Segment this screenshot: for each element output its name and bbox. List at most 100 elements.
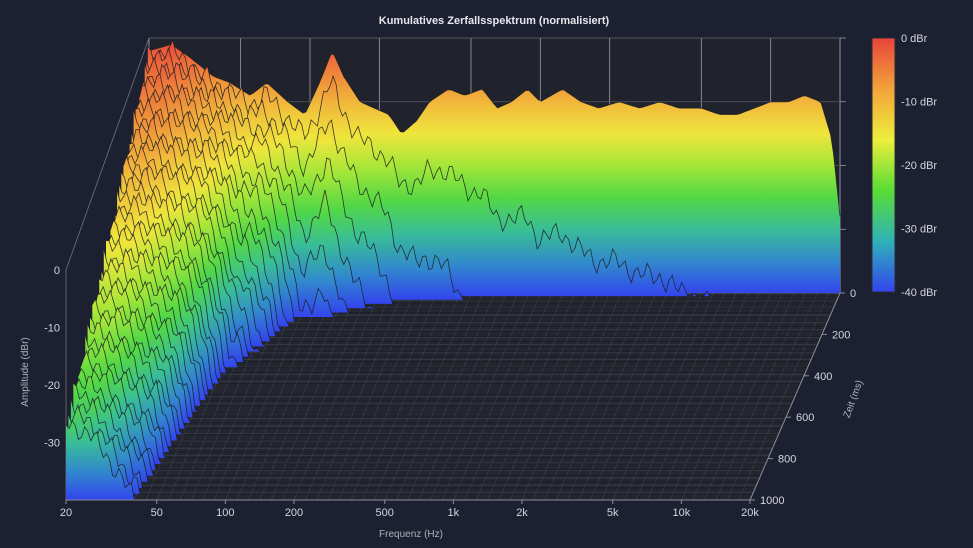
floor-column-line [590, 292, 680, 501]
z-tick-label: 200 [832, 329, 850, 341]
slice-outline [127, 140, 817, 347]
slice-surface [142, 64, 834, 309]
colorbar-tick-label: -20 dBr [901, 160, 937, 172]
floor-column-line [715, 292, 806, 501]
colorbar-tick-label: 0 dBr [901, 33, 928, 45]
slice-surface [73, 383, 758, 482]
floor-column-line [373, 292, 461, 501]
x-tick-label: 1k [448, 507, 460, 519]
z-axis-line [749, 292, 841, 501]
slice-outline [145, 46, 837, 301]
decay-slice [142, 64, 834, 309]
slice-outline [118, 176, 808, 368]
slice-surface [70, 398, 756, 488]
colorbar: 0 dBr -10 dBr -20 dBr -30 dBr -40 dBr [871, 33, 937, 299]
decay-slices [65, 39, 841, 501]
slice-outline [77, 367, 764, 471]
z-tick-label: 1000 [760, 495, 784, 507]
y-axis-label: Amplitude (dBr) [20, 337, 31, 406]
floor-column-line [692, 292, 783, 501]
floor-column-line [225, 292, 311, 501]
floor-column-line [533, 292, 622, 501]
x-tick-label: 20 [60, 507, 72, 519]
floor-column-line [305, 292, 392, 501]
floor-column-line [384, 292, 472, 501]
slice-outline [107, 227, 796, 396]
z-tick-label: 800 [778, 454, 796, 466]
floor-column-line [555, 292, 645, 501]
slice-outline [137, 90, 828, 323]
floor-column-line [282, 292, 369, 501]
slice-outline [101, 257, 789, 412]
floor-column-line [738, 292, 829, 501]
floor-column-line [464, 292, 553, 501]
x-tick-label: 200 [285, 507, 303, 519]
slice-outline [139, 83, 830, 318]
slice-surface [68, 405, 753, 494]
slice-outline [87, 322, 774, 447]
slice-outline [99, 269, 786, 418]
slice-outline [68, 403, 753, 495]
slice-outline [91, 297, 779, 435]
floor-column-line [726, 292, 818, 501]
y-tick-label: -10 [44, 323, 60, 335]
colorbar-tick-label: -30 dBr [901, 224, 937, 236]
floor-column-line [681, 292, 772, 501]
slice-outline [125, 143, 815, 352]
floor-column-line [270, 292, 357, 501]
slice-outline [129, 129, 819, 342]
z-tick-label: 400 [814, 371, 832, 383]
decay-slice [73, 382, 758, 483]
z-axis-label: Zeit (ms) [842, 379, 866, 420]
decay-slice [70, 397, 756, 489]
floor-column-line [544, 292, 634, 501]
floor-column-line [327, 292, 415, 501]
x-tick-label: 50 [151, 507, 163, 519]
floor-column-line [316, 292, 403, 501]
colorbar-tick-label: -10 dBr [901, 97, 937, 109]
floor-column-line [578, 292, 668, 501]
x-tick-label: 500 [376, 507, 394, 519]
slice-outline [84, 334, 771, 453]
slice-outline [70, 397, 756, 489]
x-tick-label: 5k [607, 507, 619, 519]
floor-column-line [396, 292, 484, 501]
slice-outline [89, 312, 776, 441]
decay-slice [68, 403, 753, 495]
floor-column-line [293, 292, 380, 501]
floor-column-line [658, 292, 749, 501]
floor-column-line [510, 292, 599, 501]
floor-column-line [407, 292, 495, 501]
floor-column-line [647, 292, 737, 501]
colorbar-tick-label: -40 dBr [901, 287, 937, 299]
slice-outline [148, 44, 841, 217]
slice-outline [131, 116, 822, 337]
slice-outline [114, 194, 803, 379]
x-tick-label: 100 [216, 507, 234, 519]
floor-column-line [419, 292, 507, 501]
slice-outline [120, 166, 810, 363]
slice-outline [123, 154, 813, 358]
y-tick-label: -20 [44, 380, 60, 392]
floor-column-line [339, 292, 426, 501]
x-tick-label: 10k [672, 507, 690, 519]
slice-outline [116, 189, 806, 374]
y-tick-label: -30 [44, 438, 60, 450]
slice-outline [142, 64, 834, 309]
floor-column-line [635, 292, 726, 501]
x-tick-label: 20k [741, 507, 759, 519]
floor-column-line [236, 292, 323, 501]
chart-title: Kumulatives Zerfallsspektrum (normalisie… [379, 15, 610, 27]
floor-column-line [213, 292, 300, 501]
floor-column-line [487, 292, 576, 501]
floor-column-line [601, 292, 691, 501]
slice-outline [73, 382, 758, 483]
slice-outline [82, 342, 769, 459]
x-tick-label: 2k [516, 507, 528, 519]
slice-outline [110, 219, 799, 390]
floor-column-line [624, 292, 714, 501]
floor-column-line [441, 292, 530, 501]
floor-column-line [362, 292, 449, 501]
floor-column-line [498, 292, 588, 501]
